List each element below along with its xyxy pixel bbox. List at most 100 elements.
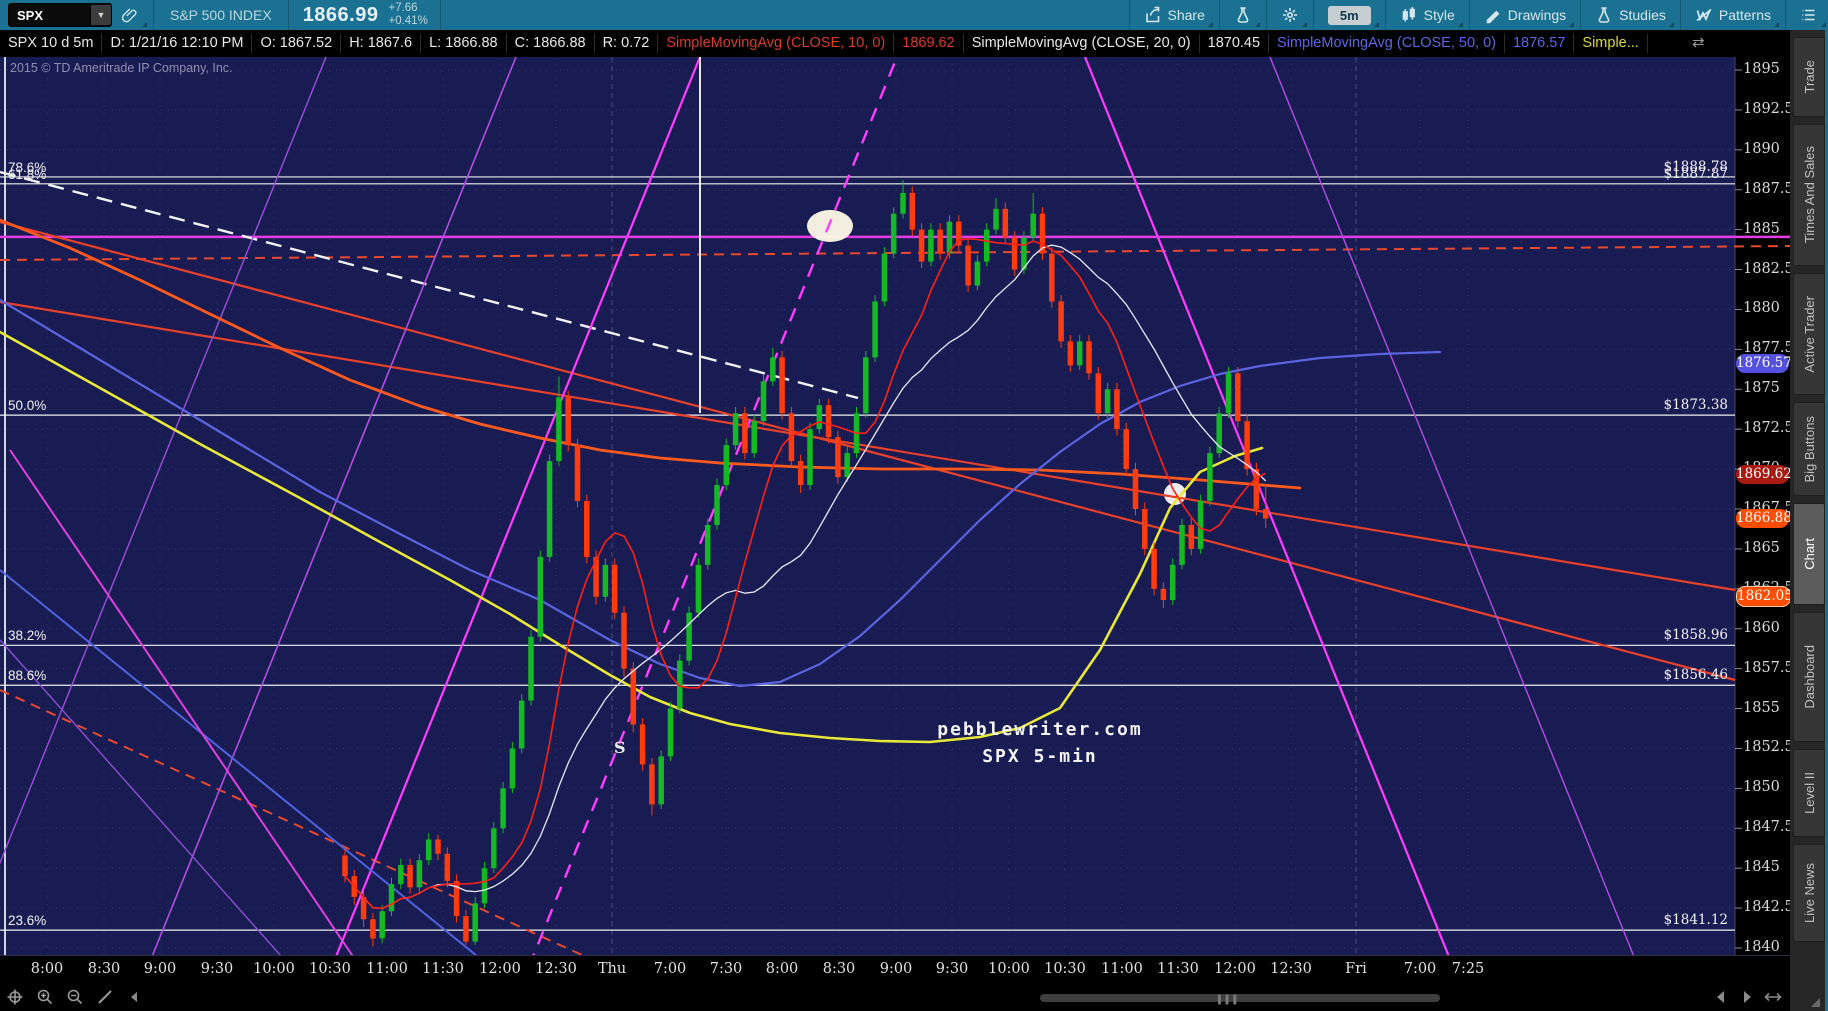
time-tick-label: 7:00 [653,961,687,977]
divider [1679,0,1681,30]
ma50-blue[interactable] [0,298,1442,688]
legend-segment[interactable]: SimpleMovingAvg (CLOSE, 50, 0) [1269,34,1505,53]
zoom-out-icon[interactable] [66,988,84,1011]
legend-segment[interactable]: D: 1/21/16 12:10 PM [102,34,253,53]
symbol-value: SPX [17,7,44,23]
pattern-icon [1695,6,1713,24]
swap-arrows-icon[interactable]: ⇄ [1692,34,1705,51]
price-chart-canvas[interactable] [0,57,1790,955]
sidebar-tab-dashboard[interactable]: Dashboard [1793,612,1825,742]
chart-scrollbar[interactable]: ▌▌▌ [1040,994,1440,1004]
candle [695,564,702,613]
candle [1095,373,1102,414]
candle [1104,389,1111,414]
bottom-toolbar: ▌▌▌ [0,985,1790,1011]
sidebar-tab-level-ii[interactable]: Level II [1793,749,1825,837]
link-symbol-button[interactable] [112,0,149,30]
button-label: Drawings [1507,7,1567,23]
page-left-icon[interactable] [1712,988,1730,1011]
down-violet[interactable] [0,639,330,955]
time-tick-label: 10:00 [253,961,295,977]
pan-icon[interactable] [6,988,24,1011]
time-tick-label: 11:30 [422,961,464,977]
flask-button[interactable] [1224,0,1262,30]
candle [611,564,618,613]
copyright-text: 2015 © TD Ameritrade IP Company, Inc. [10,61,233,75]
resize-grip-icon[interactable] [1811,998,1820,1007]
candle [584,501,590,557]
candle [993,208,999,230]
candle [667,708,674,757]
sidebar-tab-active-trader[interactable]: Active Trader [1793,273,1825,395]
legend-segment[interactable]: SimpleMovingAvg (CLOSE, 20, 0) [964,34,1200,53]
legend-segment[interactable]: L: 1866.88 [421,34,507,53]
pitchfork-right[interactable] [1083,57,1471,955]
ma10-line[interactable] [344,237,1267,910]
legend-segment[interactable]: O: 1867.52 [252,34,342,53]
legend-segment[interactable]: H: 1867.6 [341,34,422,53]
fan-violet-1[interactable] [0,57,327,955]
time-tick-label: Fri [1345,961,1367,977]
candle [872,301,878,358]
ma20-line[interactable] [344,244,1267,910]
collapse-left-icon[interactable] [126,988,144,1011]
down-magenta[interactable] [9,449,390,955]
pitchfork-left[interactable] [314,57,702,955]
sidebar-tab-times-and-sales[interactable]: Times And Sales [1793,124,1825,266]
style-button[interactable]: Style [1390,0,1465,30]
legend-segment[interactable]: SimpleMovingAvg (CLOSE, 10, 0) [658,34,895,53]
studies-button[interactable]: Studies [1585,0,1676,30]
pitchfork-median[interactable] [511,57,899,955]
fan-violet-3[interactable] [1269,57,1656,955]
patterns-button[interactable]: Patterns [1685,0,1781,30]
chevron-down-icon[interactable]: ▼ [90,5,111,25]
flask-icon [1595,6,1613,24]
red-trendline-a[interactable] [0,220,1736,682]
legend-segment[interactable]: Simple... [1574,34,1648,53]
dashed-resistance[interactable] [0,245,1790,261]
timeframe-button[interactable]: 5m [1318,0,1381,30]
highlight-ellipse[interactable] [807,210,853,242]
legend-segment[interactable]: R: 0.72 [595,34,659,53]
drawings-button[interactable]: Drawings [1474,0,1576,30]
line-tool-icon[interactable] [96,988,114,1011]
sidebar-tab-big-buttons[interactable]: Big Buttons [1793,402,1825,496]
highlight-circle[interactable] [1164,483,1186,505]
zoom-in-icon[interactable] [36,988,54,1011]
sidebar-tab-label: Level II [1801,772,1817,814]
gear-button[interactable] [1271,0,1309,30]
time-axis[interactable]: 8:00 8:30 9:00 9:30 10:00 10:30 11:00 11:30 12:0… [0,955,1790,986]
price-tick-label: 1887.5 [1743,180,1794,197]
price-bubble: 1866.88 [1736,508,1792,528]
fan-violet-2[interactable] [130,57,517,955]
legend-segment[interactable]: 1876.57 [1505,34,1575,53]
down-blue[interactable] [0,569,545,955]
legend-segment[interactable]: C: 1866.88 [507,34,595,53]
candle [881,253,888,302]
symbol-dropdown[interactable]: SPX ▼ [8,3,112,27]
price-tick-label: 1872.5 [1743,420,1794,437]
long-ma-yellow[interactable] [0,330,1264,744]
white-dashed-trendline[interactable] [0,170,859,400]
fib-price-label: $1888.78 [1663,158,1728,175]
candle [388,884,395,912]
legend-segment[interactable]: SPX 10 d 5m [0,34,103,53]
page-right-icon[interactable] [1738,988,1756,1011]
sidebar-tab-chart[interactable]: Chart [1793,503,1825,605]
long-ma-orange[interactable] [0,218,1302,490]
legend-segment[interactable]: 1869.62 [894,34,964,53]
candle [565,397,571,446]
legend-segment[interactable]: 1870.45 [1200,34,1270,53]
candle [900,192,906,214]
sidebar-tab-live-news[interactable]: Live News [1793,844,1825,942]
paperclip-icon [122,7,139,24]
expand-lr-icon[interactable] [1764,988,1782,1011]
candle [1216,413,1222,454]
price-change: +7.66 +0.41% [388,2,435,28]
chart-area: 2015 © TD Ameritrade IP Company, Inc. pe… [0,57,1794,955]
sidebar-tab-trade[interactable]: Trade [1793,37,1825,117]
button-label: Style [1423,7,1455,23]
menu-button[interactable] [1790,0,1828,30]
candle [1076,341,1083,366]
share-button[interactable]: Share [1134,0,1215,30]
